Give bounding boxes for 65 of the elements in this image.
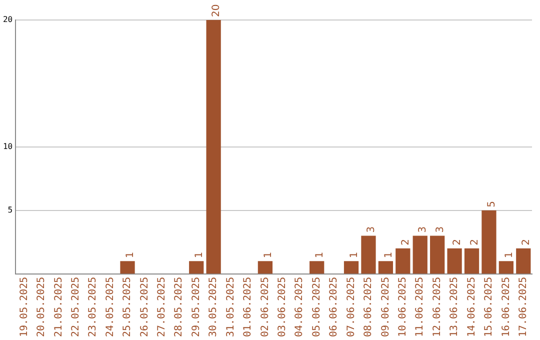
x-tick-label: 31.05.2025	[225, 276, 236, 338]
x-tick-label: 08.06.2025	[363, 276, 374, 338]
data-label: 1	[194, 252, 205, 258]
x-tick-label: 02.06.2025	[260, 276, 271, 338]
x-tick-label: 27.05.2025	[156, 276, 168, 338]
data-label: 3	[366, 226, 378, 233]
x-tick-label: 17.06.2025	[518, 276, 529, 338]
data-label: 3	[418, 226, 429, 233]
y-tick-label: 10	[2, 142, 13, 151]
x-tick-label: 06.06.2025	[328, 276, 340, 338]
data-label: 1	[125, 252, 136, 258]
bar	[361, 236, 376, 274]
bar	[482, 210, 496, 274]
y-tick-label: 5	[8, 205, 13, 214]
y-tick-label: 20	[2, 15, 13, 24]
bar	[412, 236, 428, 274]
data-label: 1	[383, 252, 394, 258]
bar	[120, 261, 135, 274]
x-tick-label: 25.05.2025	[122, 276, 134, 338]
data-label: 1	[262, 252, 274, 258]
bar	[447, 248, 462, 274]
data-label: 20	[211, 4, 222, 17]
x-tick-label: 13.06.2025	[449, 276, 460, 338]
bar	[189, 261, 204, 274]
bar	[430, 236, 445, 274]
data-label: 2	[520, 239, 532, 246]
bar	[344, 261, 359, 274]
bar	[516, 248, 531, 274]
x-tick-label: 21.05.2025	[53, 276, 64, 338]
data-label: 1	[504, 252, 515, 258]
x-tick-label: 12.06.2025	[432, 276, 443, 338]
bar	[258, 261, 273, 274]
x-tick-label: 14.06.2025	[466, 276, 478, 338]
x-tick-label: 23.05.2025	[88, 276, 99, 338]
bar	[310, 261, 324, 274]
x-tick-label: 07.06.2025	[346, 276, 357, 338]
bar	[378, 261, 394, 274]
x-tick-label: 30.05.2025	[208, 276, 220, 338]
x-tick-label: 11.06.2025	[414, 276, 426, 338]
x-tick-label: 01.06.2025	[242, 276, 254, 338]
x-tick-label: 10.06.2025	[398, 276, 408, 338]
x-tick-label: 26.05.2025	[139, 276, 150, 338]
bar	[464, 248, 480, 274]
data-label: 5	[486, 200, 498, 208]
data-label: 3	[434, 226, 446, 233]
x-tick-label: 22.05.2025	[70, 276, 82, 338]
x-tick-label: 09.06.2025	[380, 276, 392, 338]
data-label: 2	[469, 239, 480, 246]
x-tick-label: 20.05.2025	[36, 276, 48, 338]
x-tick-label: 24.05.2025	[104, 276, 116, 338]
x-tick-label: 16.06.2025	[500, 276, 512, 338]
x-tick-label: 03.06.2025	[277, 276, 288, 338]
x-tick-label: 28.05.2025	[174, 276, 185, 338]
data-label: 1	[348, 252, 360, 258]
bar	[206, 20, 221, 274]
bar	[498, 261, 514, 274]
bar	[396, 248, 410, 274]
data-label: 1	[314, 252, 326, 258]
x-tick-label: 29.05.2025	[190, 276, 202, 338]
data-label: 2	[400, 239, 412, 246]
x-tick-label: 05.06.2025	[311, 276, 322, 338]
x-tick-label: 19.05.2025	[18, 276, 30, 338]
data-label: 2	[452, 239, 464, 246]
x-tick-label: 04.06.2025	[294, 276, 306, 338]
x-tick-label: 15.06.2025	[484, 276, 495, 338]
